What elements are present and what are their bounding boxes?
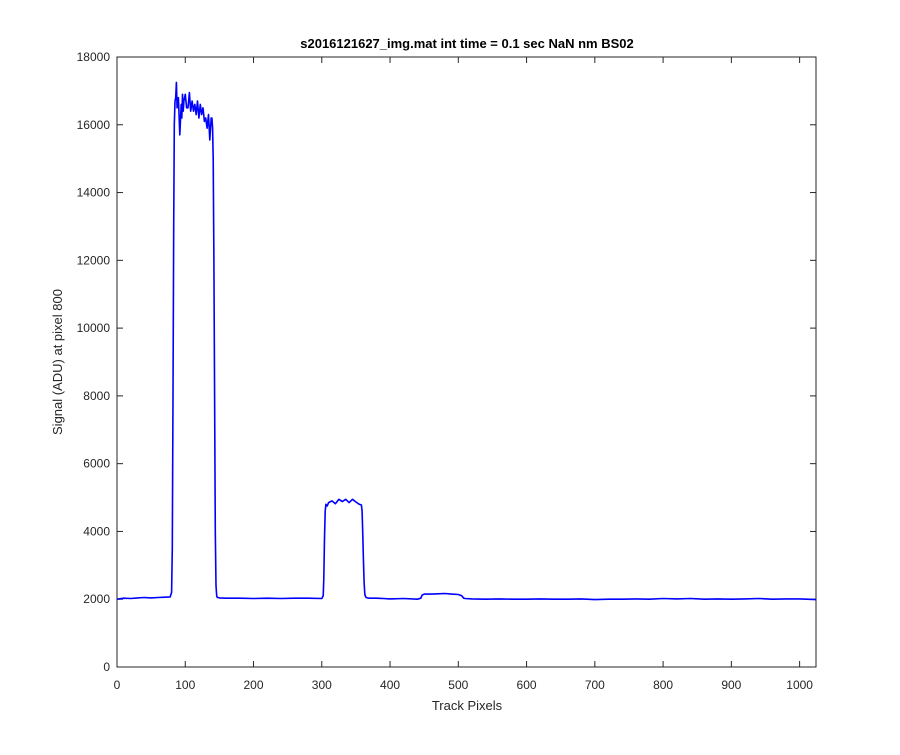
- x-tick-label: 0: [114, 678, 121, 692]
- y-tick-label: 2000: [83, 592, 110, 606]
- series-line: [116, 81, 817, 601]
- y-tick-label: 0: [103, 660, 110, 674]
- y-tick-label: 18000: [77, 50, 111, 64]
- y-tick-label: 12000: [77, 253, 111, 267]
- y-tick-label: 8000: [83, 389, 110, 403]
- y-tick-label: 6000: [83, 457, 110, 471]
- x-tick-label: 600: [517, 678, 537, 692]
- x-tick-label: 200: [244, 678, 264, 692]
- axis-tick-labels: 0 100 200 300 400 500 600 700 800 900 100002000400…: [77, 50, 814, 692]
- x-tick-label: 800: [653, 678, 673, 692]
- x-tick-label: 500: [448, 678, 468, 692]
- x-tick-label: 1000: [786, 678, 813, 692]
- plot-area: [116, 56, 817, 668]
- y-tick-label: 14000: [77, 186, 111, 200]
- x-tick-label: 700: [585, 678, 605, 692]
- x-axis-label: Track Pixels: [432, 698, 503, 713]
- series-group: [116, 81, 817, 601]
- y-tick-label: 4000: [83, 524, 110, 538]
- x-tick-label: 100: [175, 678, 195, 692]
- x-tick-label: 400: [380, 678, 400, 692]
- y-tick-label: 10000: [77, 321, 111, 335]
- x-tick-label: 300: [312, 678, 332, 692]
- y-tick-label: 16000: [77, 118, 111, 132]
- y-axis-label: Signal (ADU) at pixel 800: [50, 289, 65, 435]
- chart-title: s2016121627_img.mat int time = 0.1 sec N…: [300, 36, 634, 51]
- x-tick-label: 900: [721, 678, 741, 692]
